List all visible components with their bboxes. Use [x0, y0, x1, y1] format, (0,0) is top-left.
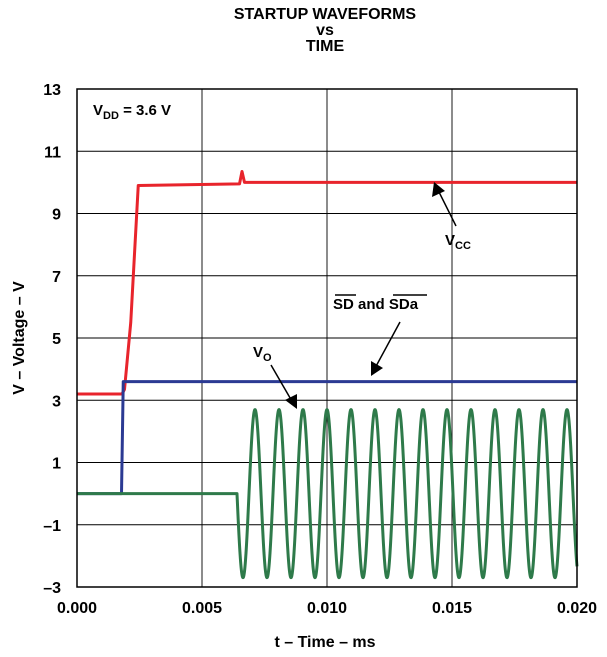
y-tick-label: –1: [43, 518, 61, 535]
vo-label-main: V: [253, 344, 263, 361]
vo-label: VO: [253, 344, 272, 364]
y-tick-label: 9: [52, 207, 61, 224]
y-tick-label: 13: [43, 82, 61, 99]
plot-frame: [76, 88, 578, 588]
chart-title-line-2: vs: [316, 22, 334, 39]
y-axis-title: V – Voltage – V: [11, 281, 28, 395]
x-tick-label: 0.000: [57, 600, 97, 617]
vo-arrow-line: [270, 364, 294, 404]
vcc-arrow-line: [436, 187, 457, 227]
x-tick-label: 0.005: [182, 600, 222, 617]
vo-trace: [77, 408, 579, 580]
vo-arrow-head: [285, 394, 297, 409]
sd-arrow-line: [373, 321, 401, 371]
sd-label-a: SD: [333, 296, 354, 313]
y-tick-label: 7: [52, 269, 61, 286]
x-tick-label: 0.020: [557, 600, 597, 617]
vdd-label-sub: DD: [103, 110, 119, 122]
vdd-label: VDD = 3.6 V: [93, 102, 171, 122]
vdd-label-rest: = 3.6 V: [119, 102, 171, 119]
x-tick-label: 0.015: [432, 600, 472, 617]
y-tick-label: 1: [52, 456, 61, 473]
chart-title-line-3: TIME: [305, 38, 345, 55]
y-tick-label: 3: [52, 393, 61, 410]
y-tick-label: 11: [44, 144, 61, 161]
vcc-arrow-head: [432, 182, 445, 197]
sd-label: SD and SDa: [333, 296, 419, 313]
vcc-label-sub: CC: [455, 240, 471, 252]
x-axis-title: t – Time – ms: [274, 634, 375, 651]
chart-title-line-1: STARTUP WAVEFORMS: [233, 6, 417, 23]
vo-label-sub: O: [263, 352, 272, 364]
series-group: [77, 169, 579, 580]
y-tick-label: 5: [52, 331, 61, 348]
sd-label-mid: and: [354, 296, 389, 313]
sd-arrow-head: [371, 361, 383, 376]
sd-label-b: SDa: [389, 296, 419, 313]
tick-labels: 0.000 0.005 0.010 0.015 0.020 13 11 9 7 5 3 1 –1 –3: [43, 82, 597, 617]
vdd-label-main: V: [93, 102, 103, 119]
vcc-label: VCC: [445, 232, 471, 252]
y-tick-label: –3: [43, 580, 61, 597]
vcc-label-main: V: [445, 232, 455, 249]
x-tick-label: 0.010: [307, 600, 347, 617]
